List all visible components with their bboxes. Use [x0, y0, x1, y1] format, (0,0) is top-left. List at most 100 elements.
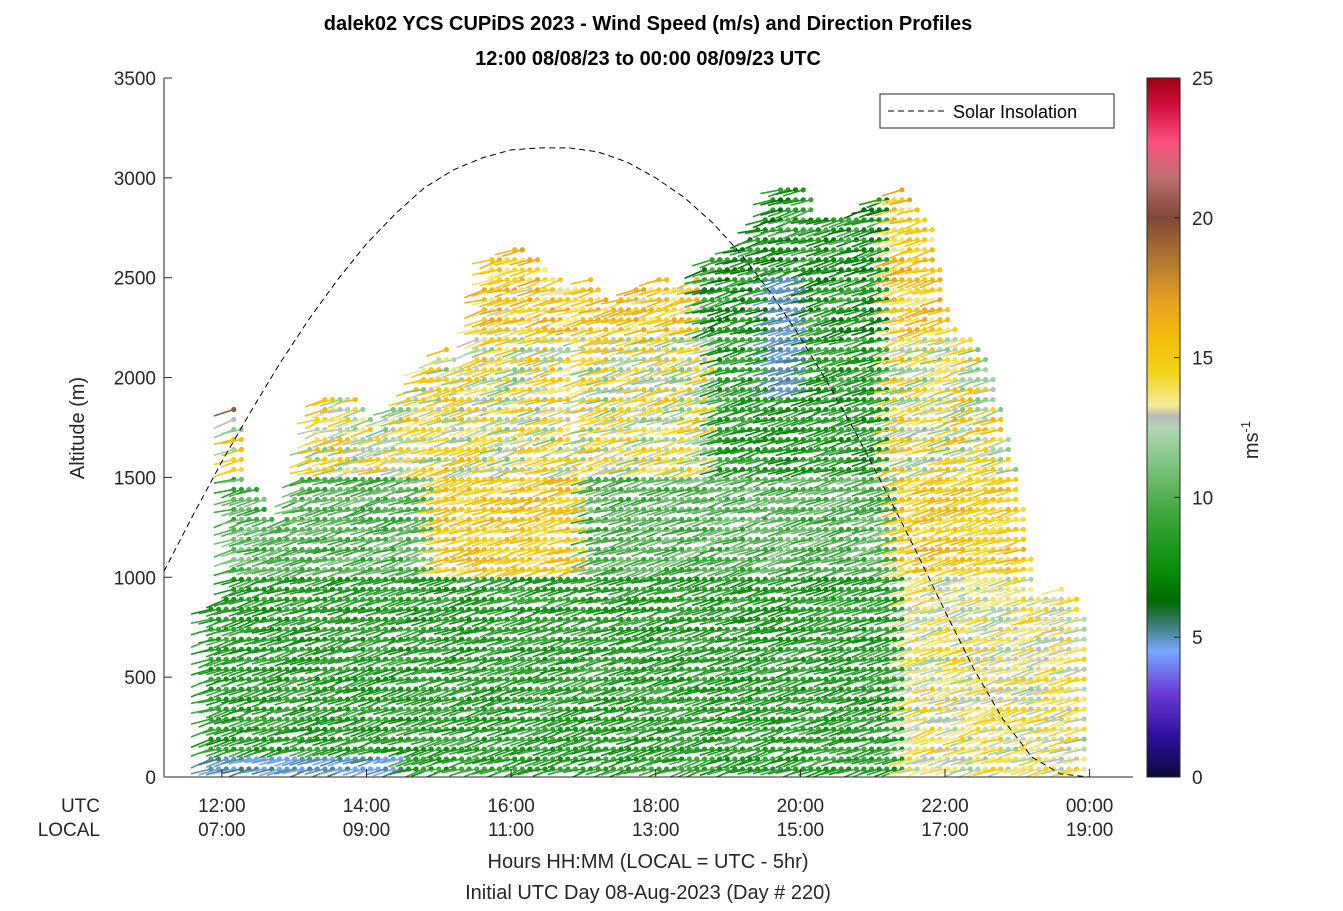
- wind-barb: [304, 578, 326, 588]
- wind-barb: [327, 498, 348, 509]
- wind-barb: [281, 578, 303, 584]
- wind-barb: [243, 558, 265, 565]
- wind-barb: [335, 568, 356, 575]
- wind-barb: [319, 418, 341, 424]
- wind-barb: [335, 648, 356, 654]
- wind-barb: [213, 408, 235, 417]
- wind-barb: [213, 488, 234, 494]
- wind-barb: [319, 698, 341, 705]
- wind-barb-point: [208, 736, 214, 742]
- wind-barb: [243, 688, 265, 698]
- wind-barb: [213, 738, 235, 748]
- wind-barb: [304, 558, 326, 564]
- wind-barb-point: [352, 396, 358, 403]
- wind-barb: [342, 618, 364, 625]
- wind-barb-point: [443, 347, 449, 353]
- wind-barb-point: [276, 606, 282, 612]
- wind-barb: [198, 648, 219, 654]
- wind-barb: [259, 618, 280, 624]
- wind-barb: [327, 578, 348, 587]
- wind-barb-point: [246, 666, 252, 672]
- wind-barb: [335, 768, 356, 774]
- wind-barb: [251, 748, 272, 755]
- wind-barb-point: [307, 646, 313, 652]
- wind-barb-point: [345, 736, 351, 742]
- wind-barb: [304, 508, 326, 518]
- wind-barb: [213, 598, 235, 608]
- wind-barb: [198, 618, 219, 625]
- wind-barb: [198, 688, 219, 696]
- wind-barb: [297, 518, 318, 526]
- wind-barb: [319, 608, 341, 614]
- wind-barb: [274, 768, 295, 775]
- wind-barb-point: [322, 706, 328, 712]
- wind-barb: [281, 698, 303, 704]
- wind-barb: [319, 408, 341, 414]
- wind-barb: [327, 738, 348, 745]
- wind-barb: [335, 478, 356, 487]
- wind-barb-point: [352, 676, 358, 682]
- wind-barb: [312, 678, 333, 687]
- wind-barb: [327, 478, 348, 485]
- wind-barb: [266, 528, 288, 535]
- wind-barb-point: [337, 566, 343, 572]
- wind-barb: [327, 538, 348, 546]
- wind-barb-point: [565, 416, 571, 423]
- wind-barb: [297, 718, 318, 727]
- wind-barb: [251, 568, 272, 575]
- wind-barb: [205, 658, 227, 668]
- wind-barb-point: [253, 596, 260, 602]
- wind-barb-point: [246, 676, 252, 682]
- wind-barb: [312, 438, 333, 449]
- wind-barb: [213, 728, 234, 736]
- wind-barb: [221, 658, 242, 666]
- wind-barb: [259, 728, 280, 736]
- wind-barb: [312, 708, 333, 718]
- wind-barb: [281, 478, 303, 489]
- wind-barb: [221, 668, 242, 677]
- wind-barb-point: [360, 646, 366, 652]
- wind-barb: [190, 698, 212, 705]
- wind-barb-point: [291, 546, 298, 552]
- wind-barb: [243, 668, 265, 675]
- wind-barb-point: [238, 726, 244, 732]
- wind-barb: [327, 598, 348, 605]
- wind-barb-point: [307, 606, 313, 612]
- wind-barb-point: [291, 646, 298, 652]
- wind-barb: [274, 618, 295, 628]
- wind-barb: [251, 768, 272, 775]
- wind-barb-point: [284, 756, 290, 762]
- wind-barb: [281, 618, 303, 627]
- wind-barb: [342, 608, 363, 614]
- wind-barb-point: [261, 686, 267, 692]
- wind-barb: [335, 718, 356, 725]
- wind-barb: [342, 628, 364, 634]
- wind-barb: [213, 578, 234, 586]
- wind-barb-point: [360, 626, 366, 632]
- wind-barb: [342, 568, 364, 574]
- wind-barb: [236, 718, 257, 728]
- wind-barb: [190, 768, 212, 775]
- wind-barb: [259, 718, 280, 727]
- wind-barb-point: [329, 516, 336, 522]
- wind-barb: [190, 688, 212, 698]
- wind-barb-point: [284, 616, 290, 622]
- wind-barb: [327, 488, 348, 496]
- wind-barb: [297, 418, 318, 425]
- wind-barb: [243, 598, 265, 608]
- wind-barb-point: [360, 636, 366, 642]
- wind-barb-point: [223, 736, 229, 742]
- wind-barb: [274, 568, 295, 579]
- wind-barb-point: [215, 646, 222, 652]
- wind-barb: [342, 638, 363, 644]
- wind-barb: [281, 638, 303, 649]
- wind-barb: [281, 708, 303, 718]
- wind-barb-point: [261, 536, 267, 542]
- wind-barb: [243, 738, 265, 746]
- wind-barb: [205, 758, 227, 768]
- wind-barb-point: [307, 496, 313, 502]
- wind-barb-point: [322, 406, 328, 413]
- wind-barb-point: [231, 526, 237, 532]
- wind-barb: [190, 668, 212, 676]
